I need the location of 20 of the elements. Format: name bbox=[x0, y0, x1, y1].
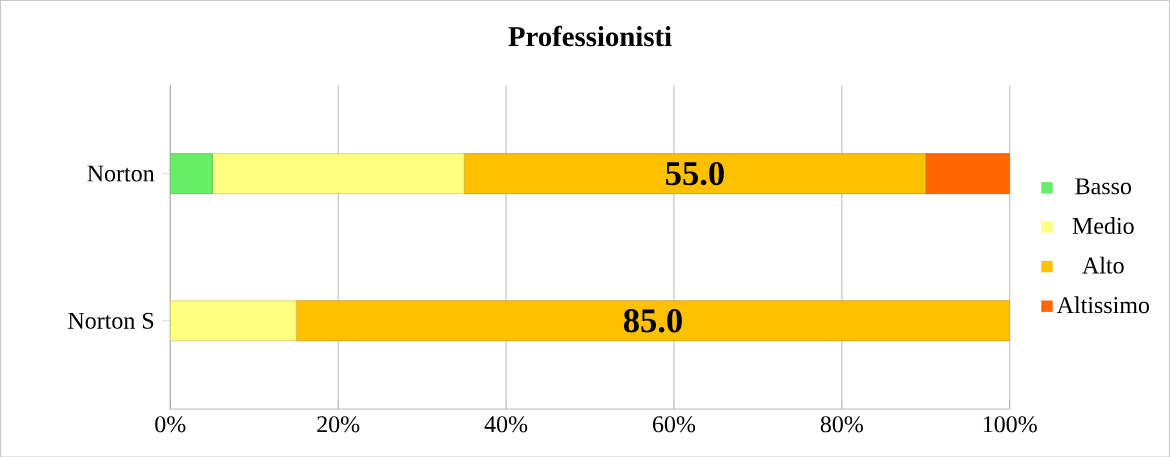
x-tick-label: 80% bbox=[820, 415, 863, 433]
bar bbox=[211, 153, 465, 194]
x-tick-label: 0% bbox=[155, 415, 186, 433]
chart-title: Professionisti bbox=[508, 25, 672, 47]
legend-label: Basso bbox=[1075, 178, 1132, 195]
data-label: 55.0 bbox=[666, 161, 724, 186]
bar bbox=[170, 300, 297, 341]
bar bbox=[463, 153, 927, 194]
x-tick-label: 60% bbox=[653, 415, 696, 433]
legend-label: Medio bbox=[1072, 216, 1134, 234]
x-tick-label: 40% bbox=[484, 415, 528, 433]
bar bbox=[925, 153, 1010, 194]
y-tick-label: Norton bbox=[87, 165, 155, 182]
bar bbox=[295, 300, 1010, 341]
x-tick-label: 100% bbox=[983, 415, 1037, 433]
x-tick-label: 20% bbox=[317, 415, 360, 433]
legend-label: Altissimo bbox=[1056, 296, 1150, 313]
data-label: 85.0 bbox=[623, 308, 682, 333]
legend-label: Alto bbox=[1082, 256, 1124, 274]
y-tick-label: Norton S bbox=[68, 312, 154, 329]
